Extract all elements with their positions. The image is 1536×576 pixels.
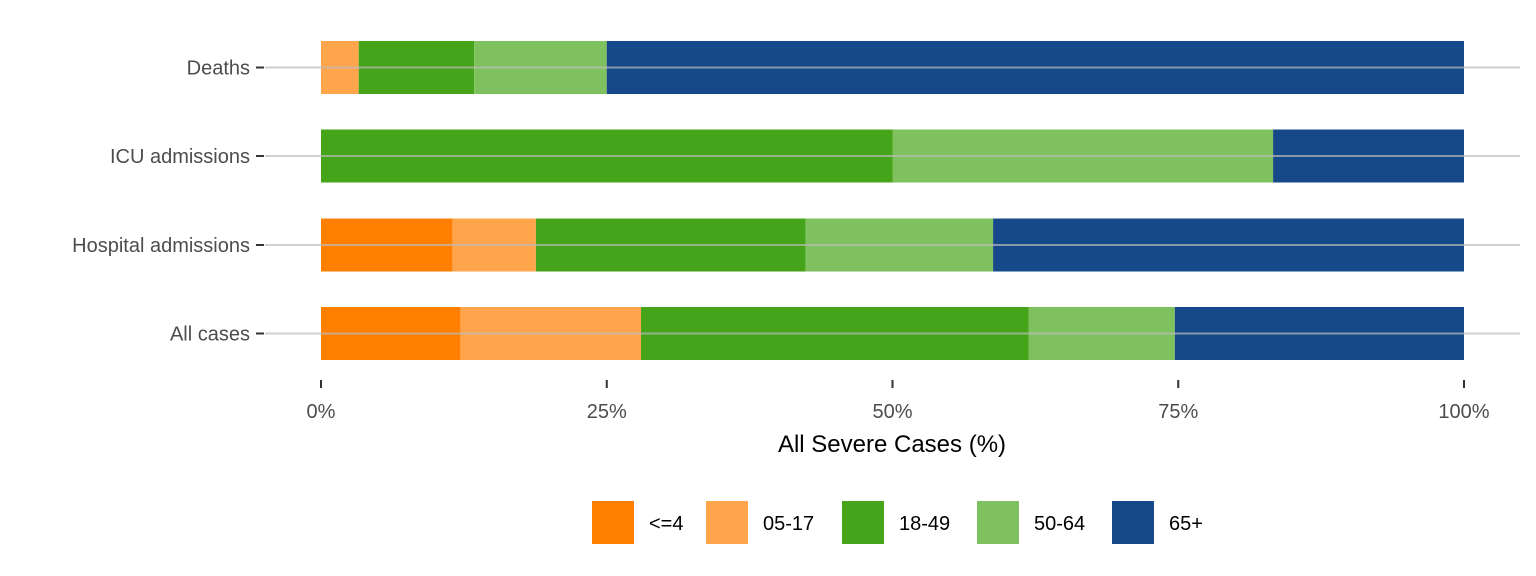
legend-swatch-65+ bbox=[1112, 501, 1154, 544]
legend-swatch-<=4 bbox=[592, 501, 634, 544]
legend-label: 05-17 bbox=[763, 513, 814, 535]
y-tick-label: All cases bbox=[170, 324, 250, 346]
x-tick-label: 0% bbox=[307, 401, 336, 423]
legend-label: 18-49 bbox=[899, 513, 950, 535]
legend-swatch-50-64 bbox=[977, 501, 1019, 544]
x-tick-label: 75% bbox=[1158, 401, 1198, 423]
legend-swatch-05-17 bbox=[706, 501, 748, 544]
x-tick-label: 100% bbox=[1438, 401, 1489, 423]
legend-label: <=4 bbox=[649, 513, 683, 535]
legend-label: 65+ bbox=[1169, 513, 1203, 535]
x-axis-title: All Severe Cases (%) bbox=[778, 431, 1006, 458]
y-tick-label: Hospital admissions bbox=[72, 235, 250, 257]
legend-swatch-18-49 bbox=[842, 501, 884, 544]
x-tick-label: 50% bbox=[872, 401, 912, 423]
y-tick-label: Deaths bbox=[187, 58, 250, 80]
y-tick-label: ICU admissions bbox=[110, 146, 250, 168]
legend-label: 50-64 bbox=[1034, 513, 1085, 535]
x-tick-label: 25% bbox=[587, 401, 627, 423]
